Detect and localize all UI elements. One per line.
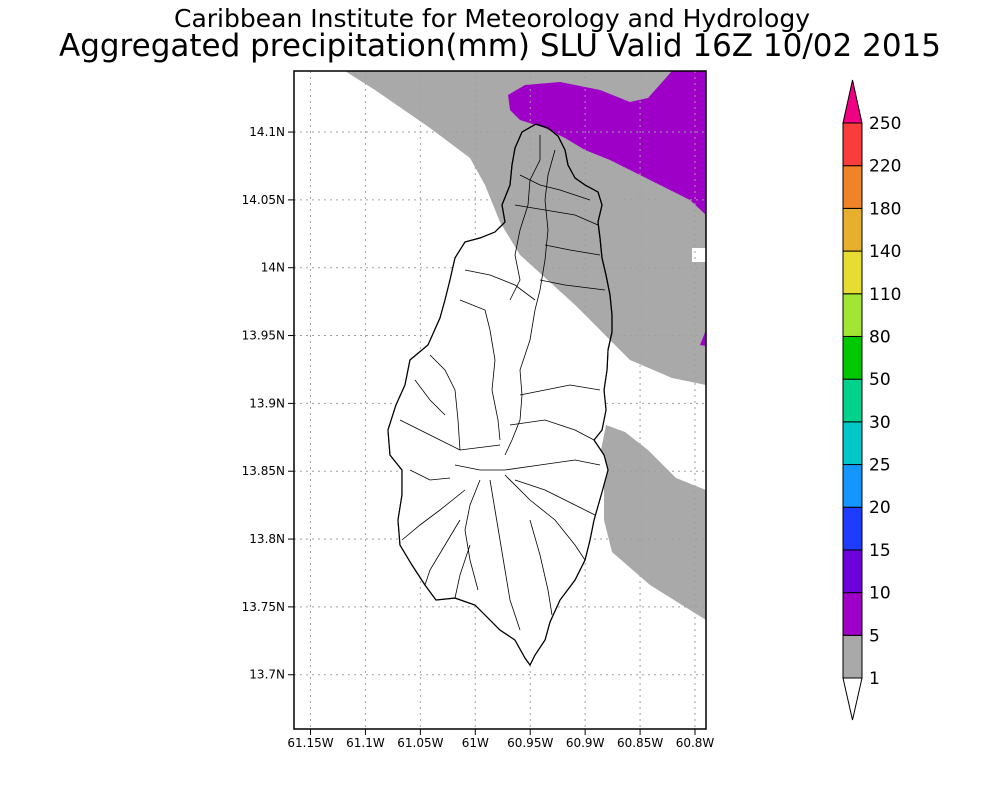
x-axis: 61.15W 61.1W 61.05W 61W 60.95W 60.9W 60.85W 60.… xyxy=(287,729,714,750)
chart-title-line1: Caribbean Institute for Meteorology and … xyxy=(174,4,810,33)
y-tick-label: 13.8N xyxy=(249,532,285,546)
y-tick-label: 13.7N xyxy=(249,668,285,682)
precip-area-5-10mm xyxy=(508,71,706,215)
legend-swatch xyxy=(842,250,863,295)
x-tick-label: 60.85W xyxy=(617,736,663,750)
legend-label: 5 xyxy=(869,626,880,646)
legend-label: 15 xyxy=(869,541,891,561)
legend-swatch xyxy=(842,421,863,466)
x-tick-label: 60.95W xyxy=(507,736,553,750)
legend-swatch xyxy=(842,378,863,423)
legend-label: 10 xyxy=(869,584,891,604)
y-tick-label: 13.9N xyxy=(249,396,285,410)
plot-frame xyxy=(293,70,707,730)
legend-label: 50 xyxy=(869,370,891,390)
legend-swatch xyxy=(842,207,863,252)
precip-sliver xyxy=(700,330,706,346)
legend-swatch xyxy=(842,506,863,551)
legend-label: 25 xyxy=(869,456,891,476)
x-tick-label: 61.05W xyxy=(397,736,443,750)
precipitation-shading xyxy=(345,71,706,620)
island-land-fill xyxy=(388,228,608,665)
precip-area-1-5mm-south xyxy=(600,425,706,620)
legend-label: 80 xyxy=(869,327,891,347)
legend-swatch xyxy=(842,549,863,594)
legend-label: 140 xyxy=(869,242,901,262)
legend-swatch xyxy=(842,464,863,508)
legend-top-arrow xyxy=(842,79,863,124)
legend-label: 30 xyxy=(869,413,891,433)
y-tick-label: 14N xyxy=(261,261,285,275)
x-tick-label: 61.1W xyxy=(346,736,385,750)
legend-label: 250 xyxy=(869,114,901,134)
x-tick-label: 60.9W xyxy=(566,736,605,750)
legend-swatch xyxy=(842,335,863,380)
legend-label: 110 xyxy=(869,285,901,305)
x-tick-label: 61W xyxy=(462,736,489,750)
legend-swatch xyxy=(842,634,863,679)
legend-swatch xyxy=(842,122,863,167)
y-tick-label: 13.75N xyxy=(242,600,285,614)
x-tick-label: 60.8W xyxy=(676,736,715,750)
legend-label: 20 xyxy=(869,498,891,518)
island-coastline-outline xyxy=(387,123,613,667)
legend-swatch xyxy=(842,293,863,337)
legend-bottom-arrow xyxy=(842,677,863,721)
y-tick-label: 14.1N xyxy=(249,125,285,139)
legend-label: 220 xyxy=(869,157,901,177)
saint-lucia-island xyxy=(387,123,613,667)
chart-title-line2: Aggregated precipitation(mm) SLU Valid 1… xyxy=(59,28,941,64)
y-tick-label: 14.05N xyxy=(242,193,285,207)
y-tick-label: 13.95N xyxy=(242,329,285,343)
x-tick-label: 61.15W xyxy=(287,736,333,750)
watershed-boundaries xyxy=(399,135,606,631)
legend-label: 1 xyxy=(869,669,880,689)
legend-swatch xyxy=(842,592,863,636)
y-tick-label: 13.85N xyxy=(242,464,285,478)
y-axis: 14.1N 14.05N 14N 13.95N 13.9N 13.85N 13.8N 13.7… xyxy=(242,125,294,682)
legend-swatch xyxy=(842,165,863,209)
legend-label: 180 xyxy=(869,199,901,219)
